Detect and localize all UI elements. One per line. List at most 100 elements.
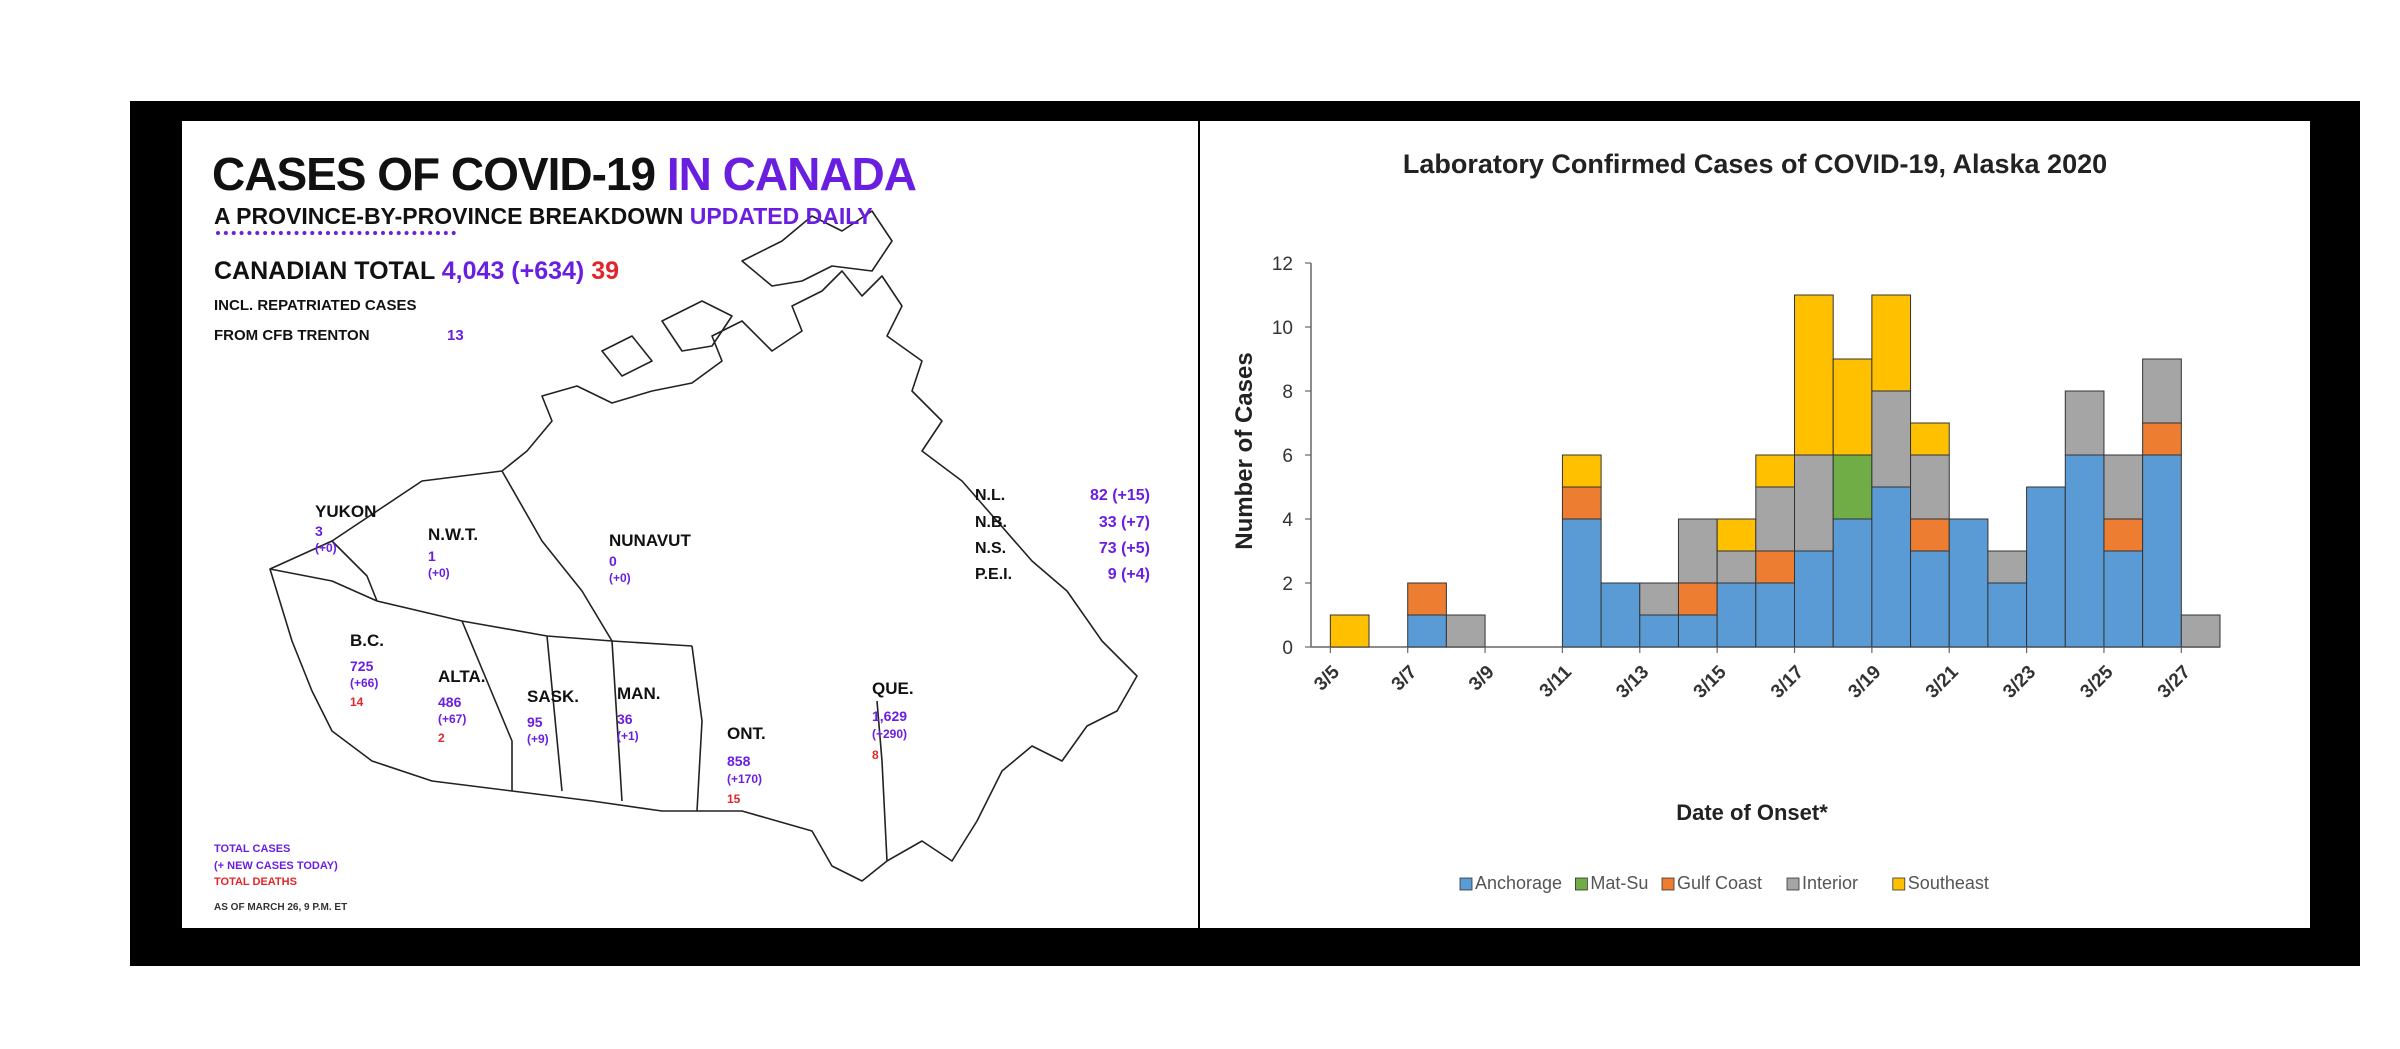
province-man-new: (+1) <box>617 729 639 743</box>
bar-segment-anchorage <box>1755 582 1796 648</box>
x-tick-label: 3/5 <box>1310 661 1344 695</box>
bar-segment-anchorage <box>2142 454 2182 648</box>
bar-segment-gulf-coast <box>2103 518 2144 552</box>
chart-x-axis-label: Date of Onset* <box>1676 800 1828 825</box>
border-sask-man <box>611 640 623 802</box>
title-part2: IN CANADA <box>666 148 917 200</box>
total-value: 4,043 (+634) <box>441 257 592 285</box>
bar-segment-interior <box>1716 550 1757 584</box>
subtitle-part1: A PROVINCE-BY-PROVINCE BREAKDOWN <box>214 203 690 229</box>
legend-total-deaths: TOTAL DEATHS <box>214 876 297 888</box>
legend-new-cases: (+ NEW CASES TODAY) <box>214 860 338 872</box>
atlantic-ns-value: 73 (+5) <box>1098 540 1150 557</box>
legend-label-interior: Interior <box>1802 873 1858 893</box>
border-alta-sask <box>546 635 563 792</box>
bar-segment-interior <box>1910 454 1950 520</box>
province-bc-deaths: 14 <box>350 695 364 709</box>
province-ont-deaths: 15 <box>727 792 741 806</box>
province-que-total: 1,629 <box>872 708 908 724</box>
province-nunavut-total: 0 <box>609 553 617 569</box>
province-yukon-new: (+0) <box>315 541 337 555</box>
bar-segment-interior <box>1871 390 1912 488</box>
legend-swatch-anchorage <box>1459 877 1473 891</box>
alaska-chart: Laboratory Confirmed Cases of COVID-19, … <box>1231 149 2221 893</box>
bar-segment-southeast <box>1755 454 1796 488</box>
atlantic-nl-value: 82 (+15) <box>1089 487 1150 504</box>
x-tick-label: 3/23 <box>1999 662 2040 703</box>
legend-swatch-interior <box>1786 877 1800 891</box>
atlantic-pei-name: P.E.I. <box>975 566 1013 583</box>
province-que-deaths: 8 <box>872 748 879 762</box>
atlantic-nb-name: N.B. <box>975 514 1007 531</box>
legend-swatch-gulf-coast <box>1661 877 1675 891</box>
province-bc-total: 725 <box>350 658 374 674</box>
province-nunavut-new: (+0) <box>609 571 631 585</box>
bar-segment-gulf-coast <box>1910 518 1950 552</box>
x-tick-label: 3/13 <box>1612 662 1653 703</box>
chart-title: Laboratory Confirmed Cases of COVID-19, … <box>1403 149 2107 179</box>
bar-segment-interior <box>1755 486 1796 552</box>
province-sask-name: SASK. <box>527 687 579 706</box>
province-man-name: MAN. <box>617 684 661 703</box>
bar-segment-anchorage <box>1910 550 1950 648</box>
province-alta-name: ALTA. <box>438 667 486 686</box>
x-tick-label: 3/7 <box>1388 662 1422 696</box>
bar-segment-interior <box>1639 582 1679 616</box>
border-man-ont <box>691 645 703 812</box>
repatriated-line2: FROM CFB TRENTON <box>214 327 370 344</box>
y-tick-label: 4 <box>1282 510 1293 531</box>
bar-segment-anchorage <box>2064 454 2105 648</box>
x-tick-label: 3/17 <box>1767 662 1808 703</box>
y-tick-label: 8 <box>1282 382 1293 403</box>
bar-segment-southeast <box>1794 294 1834 456</box>
province-sask-new: (+9) <box>527 732 549 746</box>
border-yukon-nwt <box>331 540 378 602</box>
province-ont-name: ONT. <box>727 724 766 743</box>
title-part1: CASES OF COVID-19 <box>212 148 667 200</box>
bar-segment-southeast <box>1832 358 1873 456</box>
province-que-new: (+290) <box>872 727 908 741</box>
legend-label-gulf-coast: Gulf Coast <box>1677 873 1762 893</box>
bar-segment-gulf-coast <box>2142 422 2182 456</box>
subtitle-part2: UPDATED DAILY <box>689 203 873 229</box>
bar-segment-anchorage <box>1600 582 1641 648</box>
y-tick-label: 10 <box>1272 318 1293 339</box>
bar-segment-interior <box>2064 390 2105 456</box>
canada-map <box>269 210 1138 882</box>
bar-segment-gulf-coast <box>1561 486 1602 520</box>
plot-area: 0 2 4 6 8 10 12 3/5 3/7 3/9 3/11 3/13 3/15 3/17 3/19 3/… <box>1272 254 2221 703</box>
bar-segment-southeast <box>1329 614 1370 648</box>
x-tick-label: 3/27 <box>2154 662 2195 703</box>
bar-segment-southeast <box>1910 422 1950 456</box>
bar-segment-interior <box>2180 614 2221 648</box>
legend-swatch-mat-su <box>1574 877 1588 891</box>
y-tick-label: 0 <box>1282 638 1293 659</box>
canada-title: CASES OF COVID-19 IN CANADA <box>212 147 917 201</box>
bar-segment-anchorage <box>1832 518 1873 648</box>
bar-segment-gulf-coast <box>1677 582 1718 616</box>
legend-swatch-southeast <box>1892 877 1906 891</box>
bar-segment-interior <box>2142 358 2182 424</box>
y-tick-label: 12 <box>1272 254 1293 275</box>
bar-segment-gulf-coast <box>1407 582 1447 616</box>
bar-segment-anchorage <box>1794 550 1834 648</box>
atlantic-ns-name: N.S. <box>975 540 1007 557</box>
border-60th-parallel <box>376 600 693 647</box>
province-ont-total: 858 <box>727 753 751 769</box>
border-bc-alta <box>461 620 513 791</box>
province-alta-deaths: 2 <box>438 731 445 745</box>
province-man-total: 36 <box>617 711 633 727</box>
province-nwt-name: N.W.T. <box>428 525 479 544</box>
repatriated-line1: INCL. REPATRIATED CASES <box>214 297 417 314</box>
province-yukon-name: YUKON <box>315 502 377 521</box>
bar-segment-interior <box>1987 550 2028 584</box>
bar-segment-anchorage <box>1407 614 1447 648</box>
bar-segment-southeast <box>1716 518 1757 552</box>
province-nunavut-name: NUNAVUT <box>609 531 691 550</box>
bar-segment-southeast <box>1871 294 1912 392</box>
bar-segment-interior <box>2103 454 2144 520</box>
x-tick-label: 3/9 <box>1465 662 1499 696</box>
bar-segment-anchorage <box>1639 614 1679 648</box>
chart-legend: Anchorage Mat-Su Gulf Coast Interior Southea… <box>1459 873 1989 893</box>
province-bc-name: B.C. <box>350 631 384 650</box>
